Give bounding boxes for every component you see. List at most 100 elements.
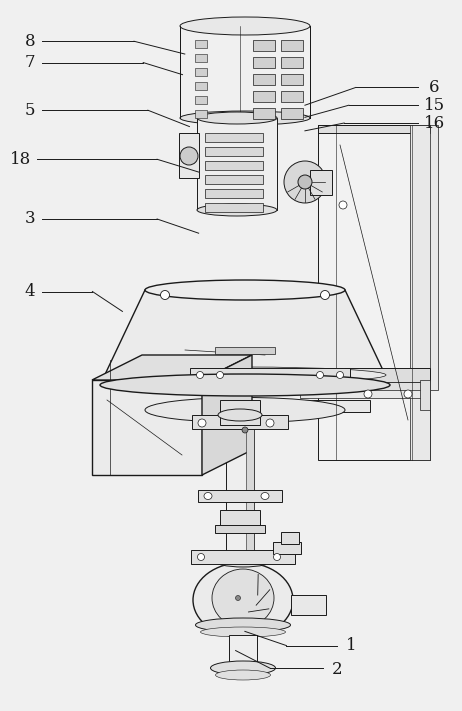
Text: 2: 2 <box>332 661 342 678</box>
Bar <box>345 368 430 382</box>
Ellipse shape <box>201 627 286 637</box>
Bar <box>253 91 275 102</box>
Ellipse shape <box>339 201 347 209</box>
Ellipse shape <box>266 419 274 427</box>
Bar <box>205 147 263 156</box>
Polygon shape <box>202 355 252 475</box>
Ellipse shape <box>145 397 345 422</box>
Bar <box>198 490 282 502</box>
Bar <box>310 170 332 195</box>
Ellipse shape <box>204 493 212 500</box>
Text: 6: 6 <box>429 79 439 96</box>
Bar <box>215 525 265 533</box>
Bar <box>195 68 207 76</box>
Bar <box>205 189 263 198</box>
Ellipse shape <box>100 374 390 396</box>
Text: 8: 8 <box>25 33 35 50</box>
Ellipse shape <box>316 372 323 378</box>
Bar <box>246 420 254 560</box>
Ellipse shape <box>104 367 386 383</box>
Bar <box>281 108 303 119</box>
Ellipse shape <box>196 372 203 378</box>
Bar <box>300 390 430 398</box>
Bar <box>253 74 275 85</box>
Bar <box>192 415 288 429</box>
Bar <box>345 382 430 392</box>
Bar <box>179 133 199 178</box>
Bar <box>281 532 299 544</box>
Ellipse shape <box>195 618 291 632</box>
Bar <box>291 595 326 615</box>
Ellipse shape <box>218 409 262 421</box>
Text: 3: 3 <box>25 210 35 228</box>
Bar <box>191 550 295 564</box>
Text: 4: 4 <box>25 283 35 300</box>
Text: 5: 5 <box>25 102 35 119</box>
Bar <box>190 400 370 412</box>
Bar <box>318 125 430 133</box>
Bar <box>220 510 260 530</box>
Ellipse shape <box>211 661 275 675</box>
Text: 16: 16 <box>424 114 445 132</box>
Text: 1: 1 <box>346 637 356 654</box>
Ellipse shape <box>193 562 293 638</box>
Bar <box>215 347 275 354</box>
Ellipse shape <box>261 493 269 500</box>
Ellipse shape <box>197 553 205 560</box>
Ellipse shape <box>180 147 198 165</box>
Ellipse shape <box>197 204 277 216</box>
Ellipse shape <box>404 390 412 398</box>
Ellipse shape <box>160 291 170 299</box>
Ellipse shape <box>180 111 310 125</box>
Bar <box>410 125 430 460</box>
Ellipse shape <box>180 17 310 35</box>
Bar <box>205 133 263 142</box>
Bar <box>195 40 207 48</box>
Bar <box>205 175 263 184</box>
Ellipse shape <box>274 553 280 560</box>
Bar <box>180 26 310 118</box>
Bar <box>226 420 254 560</box>
Text: 18: 18 <box>10 151 31 168</box>
Ellipse shape <box>298 175 312 189</box>
Bar <box>205 203 263 212</box>
Polygon shape <box>100 290 390 385</box>
Bar <box>281 74 303 85</box>
Bar <box>420 380 430 410</box>
Bar <box>229 635 257 670</box>
Bar <box>197 118 277 210</box>
Bar <box>195 82 207 90</box>
Bar <box>281 40 303 51</box>
Bar <box>190 368 350 382</box>
Ellipse shape <box>217 372 224 378</box>
Ellipse shape <box>213 553 273 567</box>
Bar <box>195 110 207 118</box>
Ellipse shape <box>198 419 206 427</box>
Ellipse shape <box>145 280 345 300</box>
Bar <box>318 125 430 460</box>
Ellipse shape <box>236 596 241 601</box>
Ellipse shape <box>215 670 270 680</box>
Bar <box>195 96 207 104</box>
Bar <box>205 161 263 170</box>
Ellipse shape <box>284 161 326 203</box>
Text: 15: 15 <box>424 97 445 114</box>
Bar <box>92 380 202 475</box>
Bar <box>195 54 207 62</box>
Ellipse shape <box>212 569 274 627</box>
Ellipse shape <box>197 112 277 124</box>
Ellipse shape <box>364 390 372 398</box>
Text: 7: 7 <box>25 54 35 71</box>
Bar <box>273 542 301 554</box>
Bar <box>281 57 303 68</box>
Bar <box>253 40 275 51</box>
Bar <box>253 108 275 119</box>
Bar <box>253 57 275 68</box>
Polygon shape <box>92 355 252 380</box>
Ellipse shape <box>336 372 344 378</box>
Bar <box>420 125 438 390</box>
Ellipse shape <box>242 427 248 433</box>
Bar <box>281 91 303 102</box>
Ellipse shape <box>321 291 329 299</box>
Bar <box>220 400 260 425</box>
